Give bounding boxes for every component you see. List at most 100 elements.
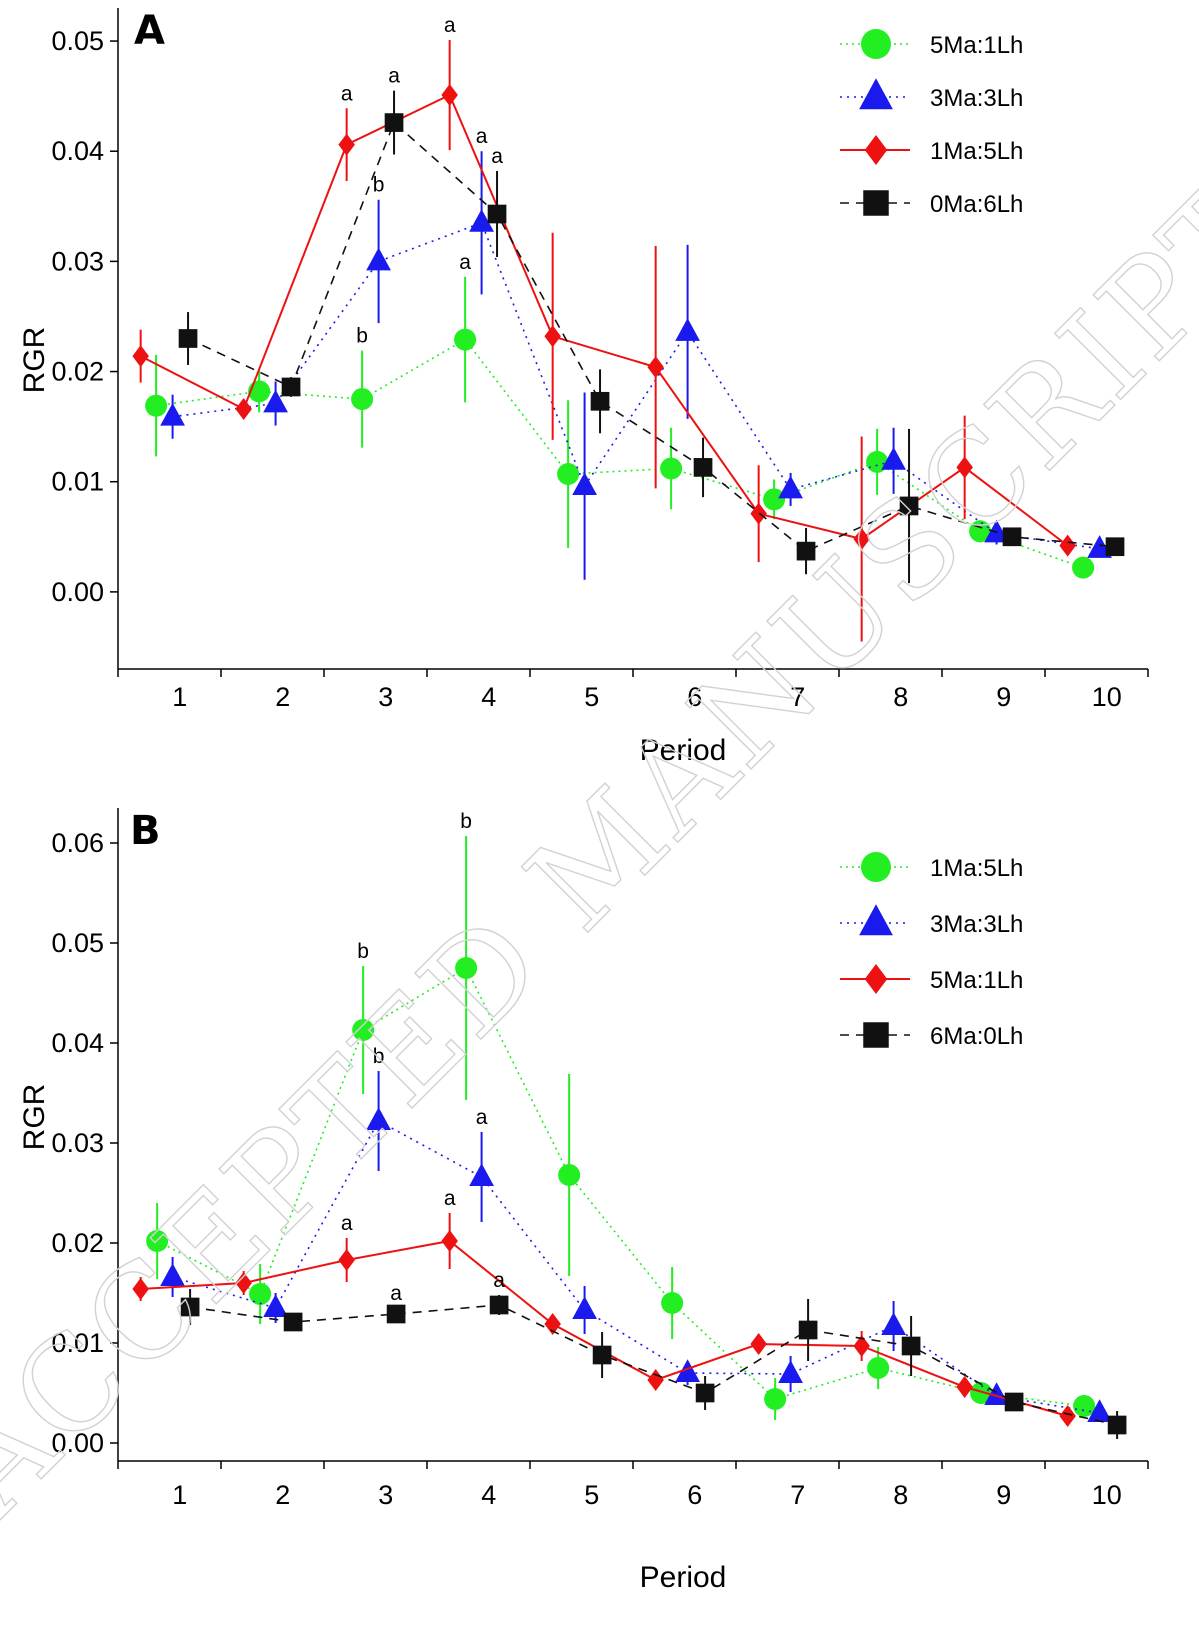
data-point (366, 247, 391, 271)
significance-label: b (460, 810, 472, 833)
data-point (867, 1357, 890, 1379)
series-line (189, 1304, 1118, 1426)
x-tick-label: 4 (481, 1480, 496, 1510)
data-point (763, 488, 786, 511)
data-point (647, 356, 664, 379)
significance-label: a (390, 1282, 402, 1305)
significance-label: a (444, 14, 456, 37)
y-tick-label: 0.01 (51, 1328, 104, 1358)
x-tick-label: 2 (275, 682, 290, 712)
x-tick-label: 3 (378, 682, 393, 712)
data-point (764, 1388, 787, 1410)
data-point (1059, 534, 1076, 557)
series-line (155, 338, 1084, 569)
x-tick-label: 1 (172, 682, 187, 712)
data-point (487, 204, 507, 224)
legend-marker (859, 904, 893, 936)
x-axis-title: Period (640, 1561, 727, 1594)
data-point (592, 1345, 612, 1365)
data-point (1004, 1392, 1024, 1412)
series-1ma-5lh (146, 836, 1096, 1420)
x-tick-label: 1 (172, 1480, 187, 1510)
data-point (899, 496, 919, 516)
data-point (145, 394, 168, 417)
x-tick-label: 9 (996, 682, 1011, 712)
y-tick-label: 0.05 (51, 928, 104, 958)
legend: 5Ma:1Lh 3Ma:3Lh 1Ma:5Lh 0Ma:6Lh (840, 29, 1023, 218)
data-point (235, 398, 252, 421)
y-tick-label: 0.01 (51, 467, 104, 497)
data-point (572, 1296, 597, 1319)
data-point (146, 1230, 169, 1252)
y-tick-label: 0.00 (51, 1428, 104, 1458)
significance-label: b (373, 174, 385, 197)
data-point (455, 957, 478, 979)
legend-marker (864, 135, 888, 165)
y-tick-label: 0.03 (51, 1128, 104, 1158)
significance-label: a (388, 65, 400, 88)
data-point (544, 325, 561, 348)
data-point (338, 1249, 355, 1271)
x-tick-label: 3 (378, 1480, 393, 1510)
significance-label: a (493, 1269, 505, 1292)
data-point (956, 1376, 973, 1398)
data-point (441, 1230, 458, 1252)
legend-label: 3Ma:3Lh (930, 85, 1023, 112)
data-point (970, 1382, 993, 1404)
y-tick-label: 0.03 (51, 246, 104, 276)
significance-label: b (357, 940, 369, 963)
x-tick-label: 2 (275, 1480, 290, 1510)
data-point (796, 541, 816, 561)
data-point (281, 377, 301, 397)
data-point (469, 209, 494, 232)
data-point (778, 1360, 803, 1383)
series-0ma-6lh (178, 90, 1125, 584)
data-point (178, 329, 198, 348)
significance-label: a (444, 1187, 456, 1210)
legend-marker (859, 78, 893, 110)
legend-marker (863, 1022, 889, 1048)
data-point (454, 328, 477, 351)
significance-label: a (341, 82, 353, 105)
data-point (352, 1019, 375, 1041)
data-point (263, 1294, 288, 1317)
legend-label: 1Ma:5Lh (930, 138, 1023, 165)
significance-label: a (459, 251, 471, 274)
data-point (160, 1263, 185, 1286)
x-axis-title: Period (640, 734, 727, 767)
significance-label: a (476, 125, 488, 148)
data-point (881, 447, 906, 470)
x-tick-label: 5 (584, 1480, 599, 1510)
data-point (249, 1283, 272, 1305)
data-point (647, 1369, 664, 1391)
data-point (160, 402, 185, 426)
watermark: ACCEPTED MANUSCRIPT (0, 155, 1199, 1543)
data-point (778, 475, 803, 499)
series-line (172, 1119, 1100, 1414)
data-point (853, 528, 870, 551)
legend-label: 3Ma:3Lh (930, 911, 1023, 938)
series-6ma-0lh (180, 1289, 1127, 1439)
x-tick-label: 7 (790, 682, 805, 712)
legend-label: 0Ma:6Lh (930, 191, 1023, 218)
significance-label: a (341, 1212, 353, 1235)
y-tick-label: 0.02 (51, 357, 104, 387)
y-tick-label: 0.00 (51, 577, 104, 607)
y-axis-title: RGR (18, 1084, 51, 1151)
y-axis-title: RGR (18, 327, 51, 394)
data-point (132, 1278, 149, 1300)
x-tick-label: 6 (687, 682, 702, 712)
panel-label: B (130, 808, 161, 854)
data-point (132, 345, 149, 368)
data-point (661, 1292, 684, 1314)
y-tick-label: 0.06 (51, 828, 104, 858)
data-point (660, 457, 683, 480)
legend-label: 5Ma:1Lh (930, 32, 1023, 59)
y-tick-label: 0.05 (51, 26, 104, 56)
data-point (901, 1336, 921, 1356)
data-point (750, 1333, 767, 1355)
data-point (675, 1359, 700, 1382)
data-point (366, 1107, 391, 1130)
data-point (557, 463, 580, 486)
data-point (351, 388, 374, 411)
